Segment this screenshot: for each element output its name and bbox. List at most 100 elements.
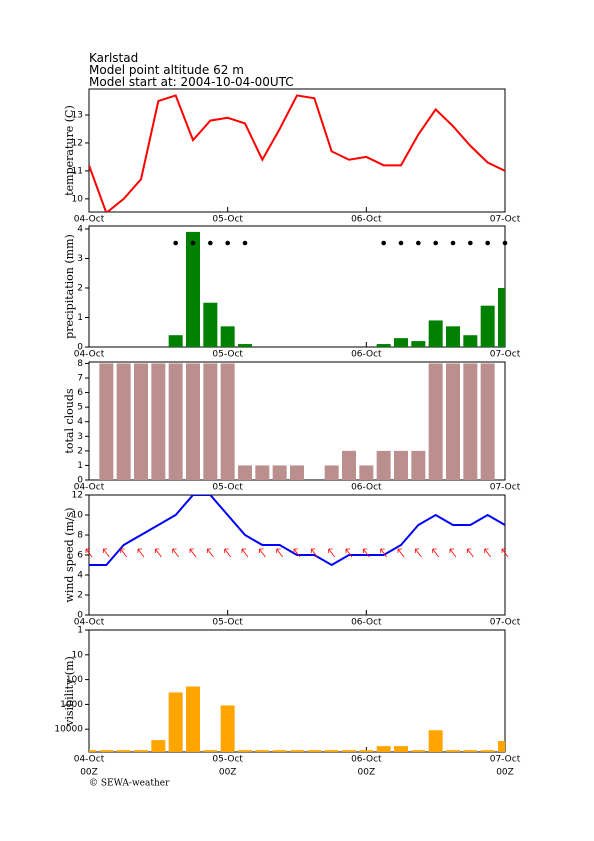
bar [186, 686, 200, 752]
wind-arrow [276, 548, 283, 558]
x-tick-label: 04-Oct [74, 755, 105, 765]
bar [359, 750, 374, 752]
bar [463, 363, 478, 480]
wind-arrow [241, 548, 249, 558]
wind-arrow [85, 548, 93, 558]
x-tick-label: 04-Oct [74, 215, 105, 225]
wind-arrow [432, 548, 439, 558]
precip-symbol [502, 240, 508, 246]
bar [463, 335, 478, 347]
wind-arrow [414, 548, 422, 558]
bar [116, 750, 131, 752]
bar [220, 363, 235, 480]
y-tick-label: 7 [77, 374, 83, 384]
bar [168, 692, 183, 752]
bar [359, 465, 374, 480]
bar [446, 750, 460, 752]
x-tick-label: 06-Oct [351, 483, 382, 493]
y-tick-label: 4 [77, 417, 83, 427]
bar [290, 465, 304, 480]
wind-arrow [328, 548, 335, 558]
wind-arrow [154, 548, 162, 558]
y-tick-label: 10 [72, 511, 84, 521]
y-axis-label: total clouds [63, 388, 76, 453]
bar [186, 231, 200, 347]
bar [186, 363, 200, 480]
bar [168, 363, 183, 480]
y-tick-label: 8 [77, 359, 83, 369]
y-tick-label: 0 [77, 611, 83, 621]
bar [446, 326, 460, 347]
wind-arrow [258, 548, 266, 558]
bar [428, 363, 443, 480]
bar [411, 341, 426, 347]
bar [463, 750, 478, 752]
time-label: 00Z [496, 768, 514, 778]
wind-arrow [501, 548, 509, 558]
y-tick-label: 2 [77, 283, 83, 293]
bar [116, 363, 131, 480]
bar [394, 746, 408, 752]
x-tick-label: 05-Oct [212, 483, 243, 493]
x-tick-label: 05-Oct [212, 755, 243, 765]
bar [498, 741, 505, 752]
wind-arrow [310, 548, 318, 558]
precip-symbol [398, 240, 404, 246]
y-tick-label: 2 [77, 591, 83, 601]
wind-arrow [362, 548, 370, 558]
bar [446, 363, 460, 480]
y-axis-label: wind speed (m/s) [63, 507, 76, 602]
wind-arrow [484, 548, 491, 558]
y-tick-label: 3 [77, 432, 83, 442]
x-tick-label: 07-Oct [490, 755, 521, 765]
bar [168, 335, 183, 347]
bar [342, 750, 356, 752]
wind-arrow [293, 548, 301, 558]
y-tick-label: 4 [77, 571, 83, 581]
y-tick-label: 0 [77, 476, 83, 486]
precip-symbol [450, 240, 456, 246]
wind-arrow [120, 548, 127, 558]
bar [376, 450, 391, 480]
bar [99, 750, 114, 752]
location: Karlstad [89, 51, 138, 65]
wind-arrow [102, 548, 110, 558]
bar [238, 465, 252, 480]
data-line [89, 94, 505, 212]
wind-arrow [189, 548, 197, 558]
bar [480, 305, 495, 347]
bar [324, 465, 339, 480]
bar [342, 450, 356, 480]
precip-symbol [190, 240, 196, 246]
wind-arrow [137, 548, 145, 558]
bar [428, 730, 443, 752]
bar [203, 750, 218, 752]
bar [324, 750, 339, 752]
bar [203, 363, 218, 480]
wind-arrow [380, 548, 387, 558]
precip-symbol [485, 240, 490, 246]
data-line [89, 495, 505, 567]
bar [255, 465, 270, 480]
x-tick-label: 05-Oct [212, 350, 243, 360]
y-axis-label: temperature (C) [63, 105, 76, 196]
y-tick-label: 12 [72, 138, 83, 148]
y-tick-label: 6 [77, 388, 83, 398]
bar [272, 750, 287, 752]
precip-symbol [173, 240, 178, 246]
x-tick-label: 06-Oct [351, 215, 382, 225]
wind-arrow [397, 548, 405, 558]
bar [411, 450, 426, 480]
bar [307, 750, 322, 752]
bar [255, 750, 270, 752]
x-tick-label: 04-Oct [74, 350, 105, 360]
bar [151, 363, 166, 480]
bar [220, 705, 235, 752]
wind-arrow [449, 548, 457, 558]
bar [480, 750, 495, 752]
y-tick-label: 5 [77, 403, 83, 413]
y-tick-label: 1 [77, 626, 83, 636]
y-tick-label: 10 [72, 194, 84, 204]
bar [411, 750, 426, 752]
x-tick-label: 04-Oct [74, 618, 105, 628]
